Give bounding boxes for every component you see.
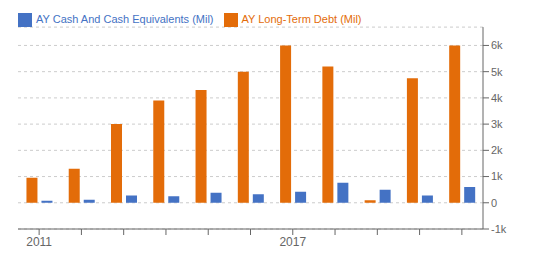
svg-text:2011: 2011 (26, 235, 52, 249)
svg-text:1k: 1k (491, 170, 503, 182)
svg-text:2017: 2017 (279, 235, 306, 249)
html-text:AY Long-Term Debt (Mil): AY Long-Term Debt (Mil) (241, 13, 362, 25)
svg-text:3k: 3k (491, 118, 503, 130)
svg-text:0: 0 (491, 197, 497, 209)
svg-text:4k: 4k (491, 92, 503, 104)
svg-text:2k: 2k (491, 144, 503, 156)
svg-text:5k: 5k (491, 66, 503, 78)
svg-text:6k: 6k (491, 39, 503, 51)
svg-text:-1k: -1k (491, 223, 507, 235)
html-text:AY Cash And Cash Equivalents (: AY Cash And Cash Equivalents (Mil) (36, 13, 214, 25)
